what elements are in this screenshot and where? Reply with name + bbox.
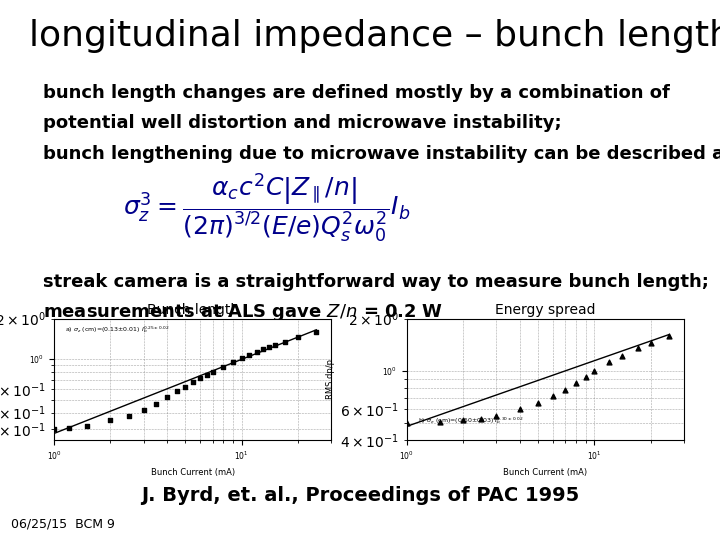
Point: [401, 419, 413, 428]
Point: [264, 343, 275, 352]
Point: [104, 416, 116, 425]
Title: Bunch length: Bunch length: [147, 303, 238, 318]
Point: [251, 348, 262, 356]
Point: [603, 358, 615, 367]
Point: [194, 374, 206, 383]
Text: bunch lengthening due to microwave instability can be described as: bunch lengthening due to microwave insta…: [43, 145, 720, 163]
Text: bunch length changes are defined mostly by a combination of: bunch length changes are defined mostly …: [43, 84, 670, 102]
Point: [559, 386, 571, 394]
Point: [48, 425, 60, 434]
Point: [514, 405, 526, 414]
Title: Energy spread: Energy spread: [495, 303, 595, 318]
Point: [269, 341, 281, 349]
Point: [187, 378, 199, 387]
Point: [434, 417, 446, 426]
Point: [257, 345, 269, 354]
Text: 06/25/15  BCM 9: 06/25/15 BCM 9: [11, 517, 114, 530]
X-axis label: Bunch Current (mA): Bunch Current (mA): [503, 468, 588, 477]
Point: [161, 393, 173, 402]
Point: [171, 387, 182, 395]
Text: b) $\sigma_e$ (cm)=(0.50±0.03) $I_b^{0.30\pm0.02}$: b) $\sigma_e$ (cm)=(0.50±0.03) $I_b^{0.3…: [418, 415, 523, 426]
Point: [292, 333, 304, 342]
Text: a) $\sigma_z$ (cm)=(0.13±0.01) $I_b^{0.25\pm0.02}$: a) $\sigma_z$ (cm)=(0.13±0.01) $I_b^{0.2…: [65, 325, 170, 335]
Point: [179, 383, 191, 391]
Point: [632, 344, 644, 353]
Point: [138, 406, 149, 414]
Point: [645, 339, 657, 347]
Point: [150, 400, 162, 409]
Point: [589, 367, 600, 375]
Text: measurements at ALS gave $Z/n$ = 0.2 W: measurements at ALS gave $Z/n$ = 0.2 W: [43, 302, 444, 323]
Text: J. Byrd, et. al., Proceedings of PAC 1995: J. Byrd, et. al., Proceedings of PAC 199…: [141, 486, 579, 505]
Point: [457, 416, 469, 424]
Point: [310, 327, 322, 336]
Point: [123, 411, 135, 420]
X-axis label: Bunch Current (mA): Bunch Current (mA): [150, 468, 235, 477]
Text: potential well distortion and microwave instability;: potential well distortion and microwave …: [43, 114, 562, 132]
Point: [63, 423, 75, 432]
Point: [580, 373, 592, 382]
Point: [532, 399, 544, 408]
Point: [217, 362, 229, 371]
Point: [279, 338, 291, 346]
Text: longitudinal impedance – bunch lengthening: longitudinal impedance – bunch lengtheni…: [29, 19, 720, 53]
Point: [490, 411, 502, 420]
Point: [547, 392, 559, 400]
Point: [201, 371, 212, 380]
Point: [570, 379, 582, 388]
Point: [81, 421, 93, 430]
Point: [616, 352, 628, 360]
Point: [236, 354, 248, 362]
Point: [207, 368, 218, 376]
Point: [476, 415, 487, 423]
Y-axis label: RMS dp/p: RMS dp/p: [325, 359, 335, 400]
Point: [243, 350, 255, 359]
Point: [663, 332, 675, 341]
Text: $\sigma_z^3 = \dfrac{\alpha_c c^2 C \left|Z_\parallel/n\right|}{(2\pi)^{3/2}(E/e: $\sigma_z^3 = \dfrac{\alpha_c c^2 C \lef…: [122, 172, 410, 244]
Point: [228, 358, 239, 367]
Text: streak camera is a straightforward way to measure bunch length;: streak camera is a straightforward way t…: [43, 273, 709, 291]
